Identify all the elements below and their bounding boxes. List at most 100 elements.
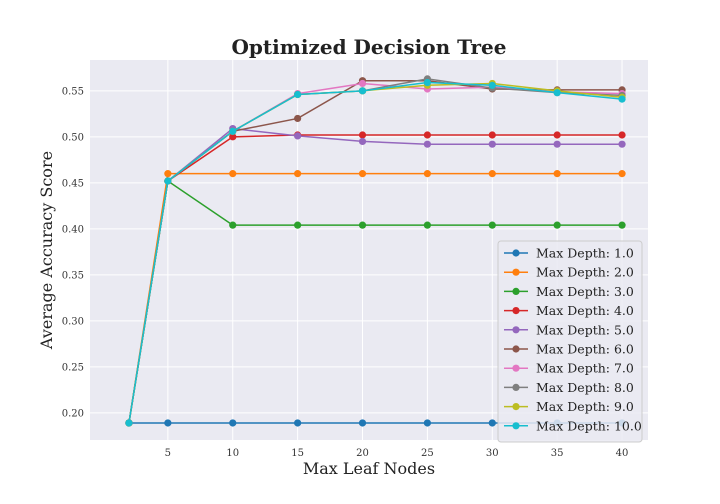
y-tick-label: 0.25 [62, 362, 84, 373]
legend-label: Max Depth: 5.0 [536, 322, 634, 337]
legend-marker [512, 345, 520, 353]
data-point [488, 221, 496, 229]
legend-item: Max Depth: 8.0 [504, 380, 634, 395]
data-point [553, 140, 561, 148]
data-point [423, 78, 431, 87]
data-point [618, 131, 626, 139]
x-tick-label: 25 [421, 448, 434, 459]
legend-label: Max Depth: 9.0 [536, 399, 634, 414]
data-point [125, 419, 133, 427]
legend-label: Max Depth: 8.0 [536, 380, 634, 395]
data-point [229, 221, 237, 229]
data-point [358, 170, 367, 178]
data-point [488, 131, 496, 139]
data-point [423, 170, 431, 178]
data-point [164, 419, 172, 427]
data-point [358, 137, 367, 146]
y-tick-label: 0.45 [62, 178, 84, 189]
legend-item: Max Depth: 1.0 [504, 246, 634, 261]
data-point [553, 170, 561, 178]
data-point [488, 140, 496, 148]
y-tick-label: 0.20 [62, 408, 84, 419]
data-point [553, 89, 561, 97]
data-point [618, 140, 626, 148]
legend-marker [512, 364, 520, 372]
series-2 [125, 170, 626, 427]
x-axis-label: Max Leaf Nodes [303, 459, 435, 478]
data-point [294, 90, 302, 99]
legend-marker [512, 287, 520, 295]
data-point [358, 131, 367, 139]
legend-item: Max Depth: 6.0 [504, 342, 634, 357]
data-point [423, 140, 431, 148]
data-point [618, 170, 626, 178]
y-tick-label: 0.40 [62, 224, 84, 235]
data-point [618, 95, 626, 103]
x-tick-label: 15 [291, 448, 304, 459]
legend-label: Max Depth: 7.0 [536, 361, 634, 376]
data-point [229, 419, 237, 427]
legend-marker [512, 403, 520, 411]
chart-title: Optimized Decision Tree [232, 35, 507, 59]
legend-label: Max Depth: 2.0 [536, 265, 634, 280]
legend-item: Max Depth: 3.0 [504, 284, 634, 299]
x-tick-label: 20 [356, 448, 369, 459]
data-point [488, 419, 496, 427]
series-3 [125, 177, 626, 427]
data-point [488, 170, 496, 178]
legend-item: Max Depth: 9.0 [504, 399, 634, 414]
data-point [294, 170, 302, 178]
legend-marker [512, 249, 520, 257]
y-tick-label: 0.35 [62, 270, 84, 281]
data-point [164, 170, 172, 178]
y-axis-label: Average Accuracy Score [37, 151, 56, 350]
y-tick-label: 0.50 [62, 132, 84, 143]
data-point [358, 221, 367, 229]
legend: Max Depth: 1.0 Max Depth: 2.0 Max Depth: 3… [497, 240, 643, 443]
data-point [229, 170, 237, 178]
legend-label: Max Depth: 3.0 [536, 284, 634, 299]
legend-label: Max Depth: 4.0 [536, 303, 634, 318]
data-point [294, 221, 302, 229]
series-layer [125, 75, 626, 427]
data-point [553, 131, 561, 139]
data-point [294, 419, 302, 427]
legend-item: Max Depth: 5.0 [504, 322, 634, 337]
x-tick-label: 35 [551, 448, 564, 459]
data-point [358, 419, 367, 427]
data-point [358, 87, 367, 95]
data-point [618, 221, 626, 229]
legend-marker [512, 268, 520, 276]
legend-marker [512, 422, 520, 430]
data-point [423, 221, 431, 229]
data-point [229, 127, 237, 135]
legend-marker [512, 326, 520, 334]
data-point [294, 132, 302, 140]
data-point [423, 131, 431, 139]
legend-item: Max Depth: 4.0 [504, 303, 634, 318]
x-tick-label: 10 [226, 448, 239, 459]
y-tick-label: 0.55 [62, 86, 84, 97]
data-point [358, 79, 367, 88]
legend-item: Max Depth: 7.0 [504, 361, 634, 376]
legend-box [497, 240, 643, 443]
x-tick-label: 5 [165, 448, 171, 459]
legend-label: Max Depth: 10.0 [536, 418, 642, 433]
y-tick-label: 0.30 [62, 316, 84, 327]
x-tick-label: 40 [616, 448, 629, 459]
legend-item: Max Depth: 10.0 [504, 418, 642, 433]
data-point [423, 419, 431, 427]
legend-label: Max Depth: 1.0 [536, 246, 634, 261]
data-point [488, 81, 496, 89]
data-point [229, 133, 237, 141]
data-point [553, 221, 561, 229]
axis-ticks: 5 10 15 20 25 30 35 40 0.20 0.25 0.30 0.35 0.40 0.45 0… [62, 86, 629, 459]
data-point [294, 114, 302, 123]
legend-item: Max Depth: 2.0 [504, 265, 634, 280]
legend-marker [512, 307, 520, 315]
legend-marker [512, 383, 520, 391]
series-10 [125, 78, 626, 427]
x-tick-label: 30 [486, 448, 499, 459]
data-point [164, 177, 172, 185]
